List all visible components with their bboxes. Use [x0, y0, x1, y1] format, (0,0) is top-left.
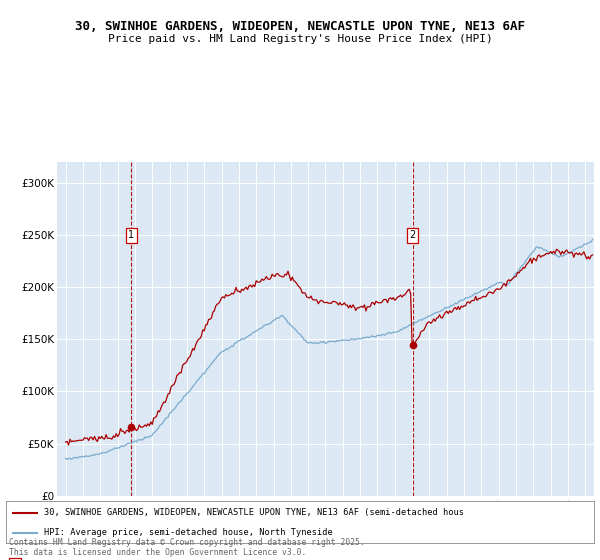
Text: Price paid vs. HM Land Registry's House Price Index (HPI): Price paid vs. HM Land Registry's House …	[107, 34, 493, 44]
Text: Contains HM Land Registry data © Crown copyright and database right 2025.
This d: Contains HM Land Registry data © Crown c…	[9, 538, 365, 557]
Text: HPI: Average price, semi-detached house, North Tyneside: HPI: Average price, semi-detached house,…	[44, 528, 333, 537]
Text: 30, SWINHOE GARDENS, WIDEOPEN, NEWCASTLE UPON TYNE, NE13 6AF: 30, SWINHOE GARDENS, WIDEOPEN, NEWCASTLE…	[75, 20, 525, 32]
Text: 30, SWINHOE GARDENS, WIDEOPEN, NEWCASTLE UPON TYNE, NE13 6AF (semi-detached hous: 30, SWINHOE GARDENS, WIDEOPEN, NEWCASTLE…	[44, 508, 464, 517]
Text: 2: 2	[410, 230, 416, 240]
Text: 1: 1	[128, 230, 134, 240]
